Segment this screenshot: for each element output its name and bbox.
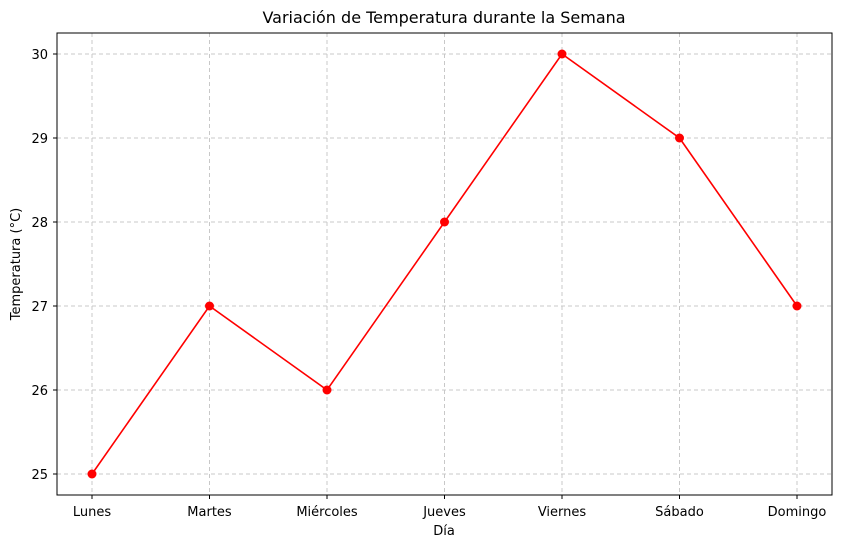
y-tick-label: 27 xyxy=(31,300,48,315)
y-tick-label: 28 xyxy=(31,216,48,231)
data-point-marker xyxy=(792,301,802,311)
x-tick-label: Lunes xyxy=(73,505,111,520)
x-axis-label: Día xyxy=(433,524,455,539)
x-tick-label: Jueves xyxy=(422,505,466,520)
data-point-marker xyxy=(440,217,449,227)
x-tick-label: Viernes xyxy=(538,505,587,520)
x-tick-label: Domingo xyxy=(768,505,827,520)
data-point-marker xyxy=(675,133,684,143)
x-tick-label: Miércoles xyxy=(296,505,358,520)
data-point-marker xyxy=(322,385,332,395)
data-point-marker xyxy=(87,469,97,479)
data-series xyxy=(87,49,802,479)
y-axis-label: Temperatura (°C) xyxy=(9,208,24,321)
data-point-marker xyxy=(205,301,214,311)
grid-lines xyxy=(57,33,832,495)
y-tick-label: 26 xyxy=(31,384,48,399)
y-tick-label: 29 xyxy=(31,132,48,147)
x-tick-label: Martes xyxy=(187,505,232,520)
chart-title: Variación de Temperatura durante la Sema… xyxy=(262,8,625,27)
y-tick-label: 30 xyxy=(31,48,48,63)
x-axis-ticks: Lunes Martes Miércoles Jueves Viernes Sábado D… xyxy=(73,495,827,520)
data-point-marker xyxy=(557,49,567,59)
x-tick-label: Sábado xyxy=(655,505,704,520)
y-axis-ticks: 25 26 27 28 29 30 xyxy=(31,48,57,483)
y-tick-label: 25 xyxy=(31,468,48,483)
